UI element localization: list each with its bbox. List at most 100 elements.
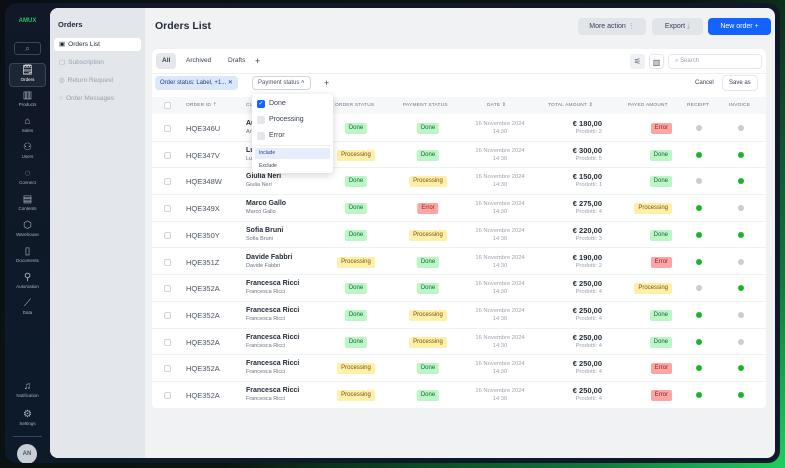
subnav-item-subscription[interactable]: ▢ Subscription [54,56,141,69]
rail-item-orders[interactable]: 🗒 Orders [9,63,46,87]
checkbox[interactable]: ✓ [257,100,265,108]
export-button[interactable]: Export ⤓ [652,18,703,35]
invoice-status-dot [738,338,744,345]
row-checkbox[interactable] [164,151,171,159]
rail-item-contents[interactable]: ▤ Contents [9,193,46,217]
add-filter-button[interactable]: + [324,78,330,88]
col-payment-status[interactable]: PAYMENT STATUS [403,103,448,108]
row-checkbox[interactable] [164,392,171,399]
row-checkbox[interactable] [164,231,171,239]
rail-item-products[interactable]: ▥ Products [9,89,46,113]
checkbox[interactable] [257,116,265,124]
col-payed-amount[interactable]: PAYED AMOUNT [628,103,668,108]
rail-item-documents[interactable]: ▯ Documents [9,245,46,269]
row-checkbox[interactable] [164,178,171,186]
new-order-button[interactable]: New order + [708,18,771,35]
subnav-item-return-request[interactable]: ◎ Return Request [54,74,141,87]
more-action-button[interactable]: More action ⋮ [578,18,646,35]
save-as-button[interactable]: Save as [722,75,758,91]
select-all-checkbox[interactable] [164,102,171,109]
receipt-status-dot [696,392,702,398]
time-text: 14:30 [492,262,508,269]
rail-item-automation[interactable]: ⚲ Automation [9,271,46,295]
order-id[interactable]: HQE349X [186,204,220,214]
order-id[interactable]: HQE352A [186,364,220,374]
table-row[interactable]: HQE350Y Sofia Bruni Sofia Bruni Done Pro… [152,222,766,249]
row-checkbox[interactable] [164,311,171,319]
rail-search-button[interactable]: ⌕ [14,42,41,55]
col-invoice[interactable]: INVOICE [729,103,751,108]
table-row[interactable]: HQE349X Marco Gallo Marco Gallo Done Err… [152,195,766,222]
close-icon[interactable]: ✕ [227,80,233,86]
order-id[interactable]: HQE352A [186,337,220,347]
add-tab-button[interactable]: + [255,56,261,66]
checkbox[interactable] [257,132,265,140]
columns-button[interactable]: ▥ [649,54,664,69]
rail-item-warehouse[interactable]: ⬡ Warehouse [9,219,46,243]
col-order-id[interactable]: ORDER ID ⇡ [186,97,217,114]
table-row[interactable]: HQE348W Giulia Neri Giulia Neri Done Pro… [152,168,766,196]
order-id[interactable]: HQE352A [186,310,220,320]
order-id[interactable]: HQE352A [186,284,220,294]
payment-status-badge: Done [416,149,440,161]
mode-include[interactable]: Include [255,148,330,159]
col-customer[interactable]: CU [246,103,254,108]
table-row[interactable]: HQE352A Francesca Ricci Francesca Ricci … [152,382,766,409]
table-row[interactable]: HQE347V Lu Lu Processing Done 16 Novembr… [152,142,766,169]
customer-subtitle: Francesca Ricci [246,369,286,376]
table-row[interactable]: HQE352A Francesca Ricci Francesca Ricci … [152,302,766,329]
avatar[interactable]: AN [17,444,37,463]
date-text: 16 Novembre 2024 [475,388,525,394]
total-amount: € 250,00 [572,386,602,395]
option-label: Error [269,132,285,139]
customer-subtitle: Sofia Bruni [246,235,273,242]
customer-subtitle: Marco Gallo [246,209,276,216]
payed-amount-badge: Error [650,363,672,375]
order-id[interactable]: HQE352A [186,391,220,400]
row-checkbox[interactable] [164,205,171,213]
order-status-filter-chip[interactable]: Order status: Label, +1... ✕ [155,76,238,90]
col-date[interactable]: DATE ⇕ [487,97,506,114]
main-panel: Orders List More action ⋮ Export ⤓ New o… [145,8,775,458]
row-checkbox[interactable] [164,125,171,132]
rail-item-settings[interactable]: ⚙ Settings [9,408,46,432]
cancel-button[interactable]: Cancel [695,80,714,86]
subnav-item-orders-list[interactable]: ▣ Orders List [54,38,141,51]
order-id[interactable]: HQE348W [186,177,222,187]
row-checkbox[interactable] [164,365,171,373]
mode-exclude[interactable]: Exclude [259,163,277,169]
order-id[interactable]: HQE347V [186,150,220,160]
col-order-status[interactable]: ORDER STATUS [335,103,375,108]
option-done[interactable]: ✓ Done [256,98,286,109]
filter-settings-button[interactable]: ⚟ [630,54,645,69]
col-receipt[interactable]: RECEIPT [687,103,710,108]
kebab-icon: ⋮ [627,23,635,30]
row-checkbox[interactable] [164,338,171,346]
table-row[interactable]: HQE352A Francesca Ricci Francesca Ricci … [152,329,766,356]
rail-item-data[interactable]: ⟋ Data [9,297,46,321]
option-processing[interactable]: Processing [256,114,304,125]
table-row[interactable]: HQE351Z Davide Fabbri Davide Fabbri Proc… [152,249,766,276]
order-id[interactable]: HQE351Z [186,257,220,267]
payment-status-filter[interactable]: Payment status ˄ [252,76,311,90]
table-row[interactable]: HQE352A Francesca Ricci Francesca Ricci … [152,275,766,302]
row-checkbox[interactable] [164,285,171,293]
tab-all[interactable]: All [156,53,177,69]
col-total-amount[interactable]: TOTAL AMOUNT ⇕ [548,97,593,114]
rail-item-notification[interactable]: ♫ Notification [9,380,46,404]
order-id[interactable]: HQE350Y [186,230,220,240]
row-checkbox[interactable] [164,258,171,266]
tab-drafts[interactable]: Drafts [228,57,246,64]
rail-item-connect[interactable]: ◌ Connect [9,167,46,191]
payed-amount-badge: Done [649,149,672,161]
search-input[interactable]: ⌕ Search [668,54,762,69]
table-row[interactable]: HQE352A Francesca Ricci Francesca Ricci … [152,355,766,382]
option-error[interactable]: Error [256,130,285,141]
rail-item-sales[interactable]: ⌂ Sales [9,115,46,139]
tab-archived[interactable]: Archived [186,57,212,64]
time-text: 14:30 [492,315,508,322]
order-id[interactable]: HQE346U [186,124,221,133]
subnav-item-order-messages[interactable]: ○ Order Messages [54,92,141,105]
table-row[interactable]: HQE346U Au Ar Done Done 16 Novembre 2024… [152,115,766,142]
rail-item-users[interactable]: ⚇ Users [9,141,46,165]
